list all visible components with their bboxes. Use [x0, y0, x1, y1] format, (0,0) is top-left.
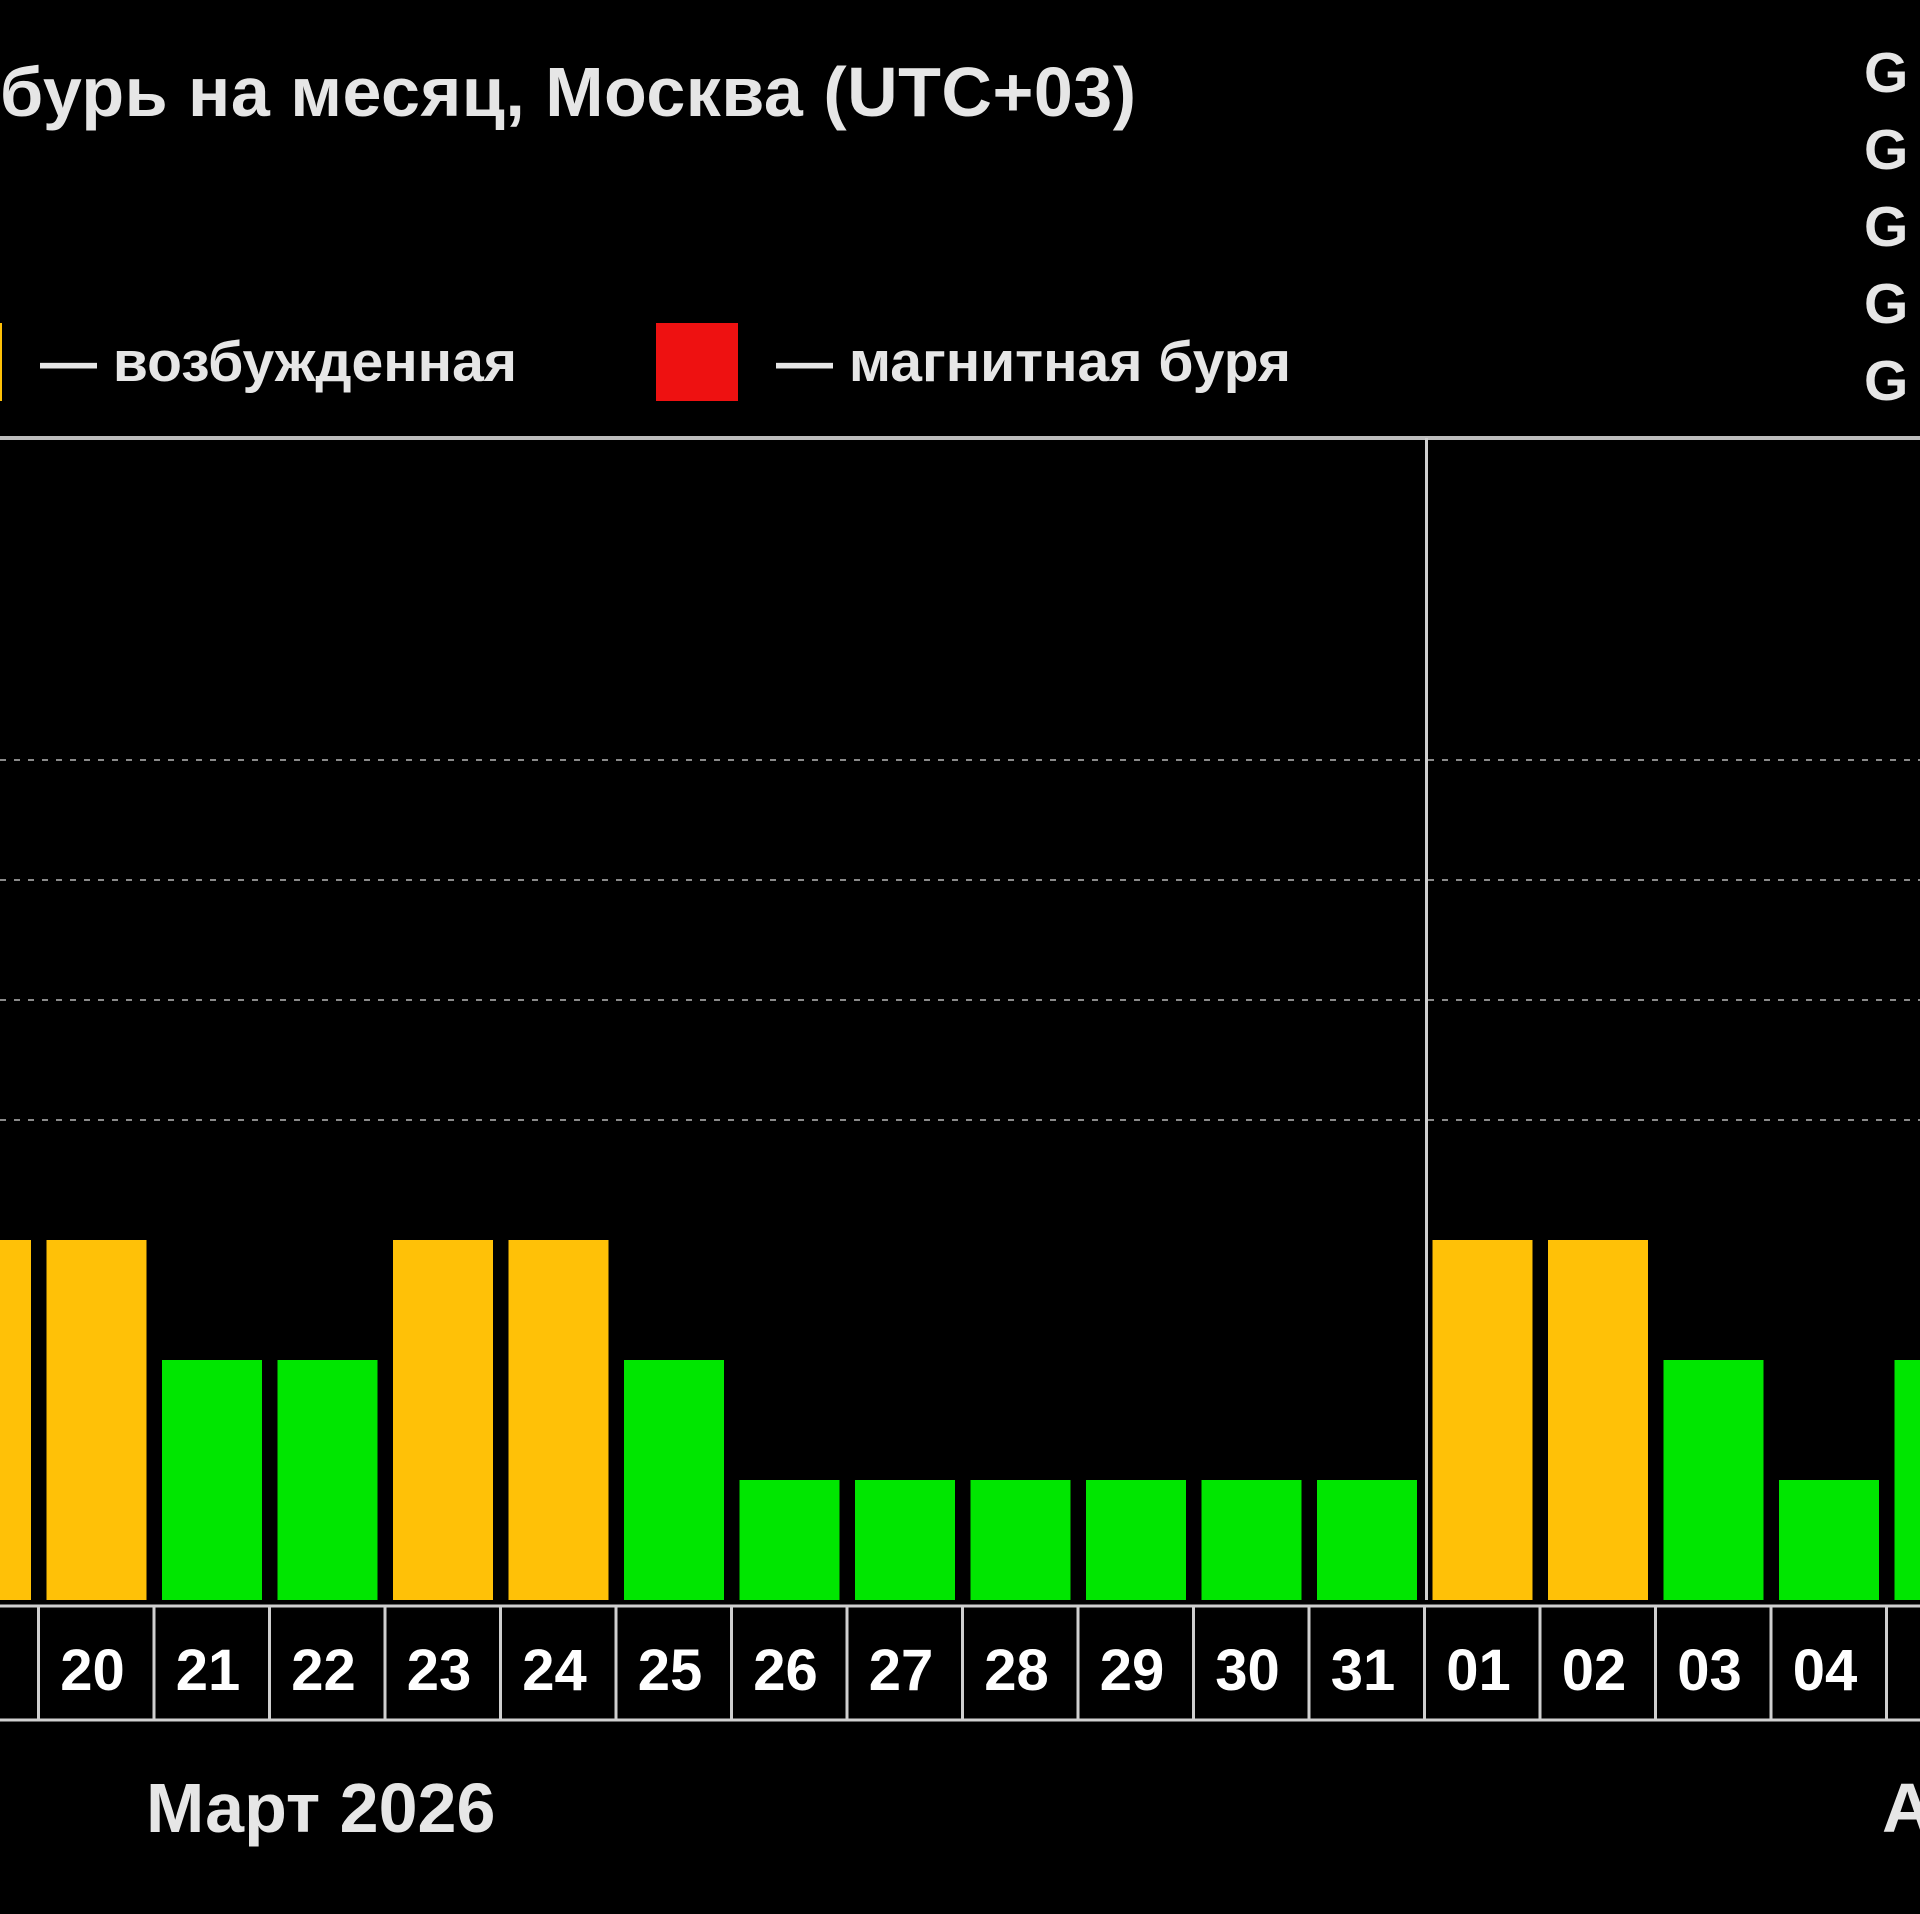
g-scale-label-1: G — [1864, 41, 1909, 105]
bar-1 — [0, 1240, 31, 1600]
date-label-4: 22 — [291, 1638, 356, 1703]
bar-17 — [1779, 1480, 1879, 1600]
bar-14 — [1432, 1240, 1533, 1600]
bar-8 — [739, 1480, 840, 1600]
bar-4 — [277, 1360, 378, 1600]
date-label-6: 24 — [522, 1638, 587, 1703]
date-label-12: 30 — [1215, 1638, 1280, 1703]
date-label-9: 27 — [869, 1638, 934, 1703]
bar-2 — [46, 1240, 147, 1600]
date-label-10: 28 — [984, 1638, 1049, 1703]
date-label-2: 20 — [60, 1638, 125, 1703]
date-label-5: 23 — [407, 1638, 472, 1703]
legend-item-storm: — магнитная буря — [656, 322, 1291, 402]
date-label-16: 03 — [1677, 1638, 1742, 1703]
legend-item-excited: — возбужденная — [0, 322, 517, 402]
bar-5 — [393, 1240, 493, 1600]
date-label-7: 25 — [638, 1638, 703, 1703]
date-label-14: 01 — [1446, 1638, 1511, 1703]
g-scale-label-2: G — [1864, 118, 1909, 182]
date-label-8: 26 — [753, 1638, 818, 1703]
legend-label-storm: — магнитная буря — [776, 330, 1292, 394]
legend-swatch-storm — [656, 323, 738, 401]
month-label-march: Март 2026 — [146, 1769, 496, 1847]
bar-16 — [1663, 1360, 1764, 1600]
date-label-13: 31 — [1331, 1638, 1396, 1703]
bar-7 — [624, 1360, 724, 1600]
g-scale-label-3: G — [1864, 195, 1909, 259]
bar-15 — [1548, 1240, 1648, 1600]
date-label-15: 02 — [1562, 1638, 1627, 1703]
bar-3 — [162, 1360, 262, 1600]
legend-label-excited: — возбужденная — [40, 330, 518, 394]
g-scale-label-5: G — [1864, 349, 1909, 413]
bar-12 — [1201, 1480, 1302, 1600]
date-label-17: 04 — [1793, 1638, 1858, 1703]
bar-11 — [1086, 1480, 1186, 1600]
date-label-11: 29 — [1100, 1638, 1165, 1703]
bar-18 — [1894, 1360, 1920, 1600]
bar-10 — [970, 1480, 1071, 1600]
month-label-april: А — [1882, 1769, 1920, 1847]
bar-9 — [855, 1480, 955, 1600]
bar-6 — [508, 1240, 609, 1600]
legend-swatch-excited — [0, 323, 2, 401]
bar-13 — [1317, 1480, 1417, 1600]
g-scale-label-4: G — [1864, 272, 1909, 336]
date-label-3: 21 — [176, 1638, 241, 1703]
chart-title: бурь на месяц, Москва (UTC+03) — [0, 53, 1137, 131]
